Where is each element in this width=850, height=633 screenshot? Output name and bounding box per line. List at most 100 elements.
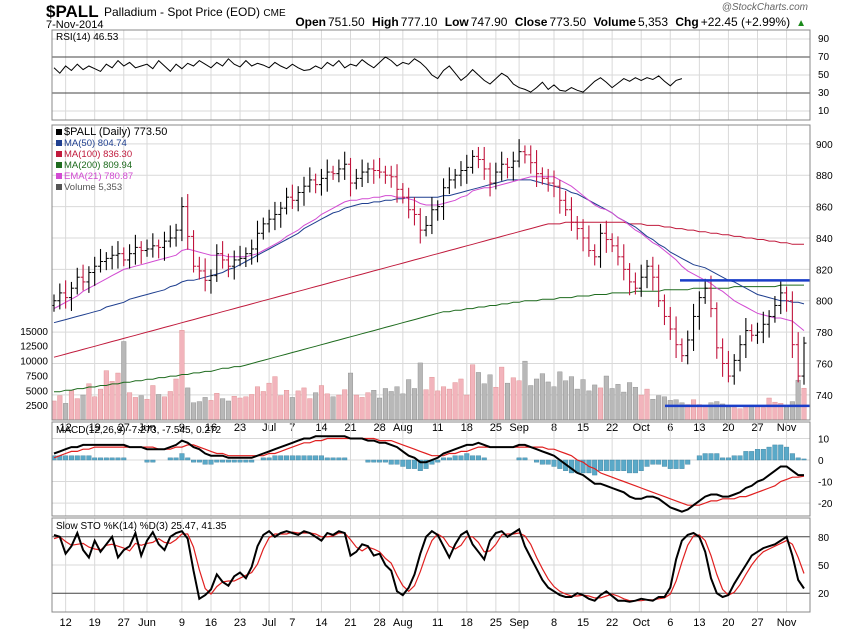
volume-bar [516,380,522,421]
volume-tick-label: 10000 [20,357,48,368]
low-label: Low [444,15,469,29]
volume-bar [150,385,156,421]
volume-bar [208,400,214,421]
sto-x-tick-label: 12 [60,617,72,629]
volume-bar [795,379,801,421]
macd-histogram-bar [627,459,633,474]
sto-x-tick-label: Aug [393,617,413,629]
volume-bar [191,402,197,421]
volume-bar [342,389,348,421]
volume-tick-label: 12500 [20,342,48,353]
volume-bar [586,390,592,421]
volume-label: Volume [593,15,636,29]
macd-histogram-bar [632,459,638,474]
macd-histogram-bar [452,455,458,461]
volume-bar [318,385,324,421]
volume-bar [400,393,406,421]
volume-bar [382,388,388,421]
sto-x-tick-label: Nov [777,617,797,629]
macd-histogram-bar [202,459,208,465]
macd-histogram-bar [98,457,104,461]
macd-histogram-bar [365,459,371,463]
macd-histogram-bar [475,455,481,461]
macd-histogram-bar [714,453,720,461]
macd-histogram-bar [516,457,522,461]
volume-bar [487,374,493,421]
volume-bar [86,383,92,421]
macd-histogram-bar [749,451,755,461]
volume-bar [499,366,505,421]
macd-histogram-bar [225,459,231,463]
volume-bar [266,382,272,421]
legend-entry: Volume 5,353 [64,182,122,193]
high-value: 777.10 [400,15,438,29]
volume-bar [109,381,115,421]
quote-date: 7-Nov-2014 [46,19,104,31]
volume-bar [115,372,121,421]
close-value: 773.50 [549,15,587,29]
legend-entry: EMA(21) 780.87 [64,171,133,182]
macd-histogram-bar [470,455,476,461]
macd-histogram-bar [318,455,324,461]
legend-swatch [56,173,62,179]
volume-bar [330,396,336,421]
legend-swatch [56,129,62,135]
open-value: 751.50 [327,15,365,29]
volume-tick-label: 5000 [26,386,49,397]
sto-x-tick-label: 22 [606,617,618,629]
macd-histogram-bar [731,455,737,461]
volume-bar [627,382,633,421]
macd-histogram-bar [115,457,121,461]
sto-x-tick-label: Jun [138,617,156,629]
volume-bar [452,382,458,421]
volume-bar [475,372,481,421]
ma200-line [54,284,804,393]
volume-bar [365,392,371,421]
macd-tick-label: -20 [818,499,833,510]
macd-histogram-bar [539,459,545,465]
macd-histogram-bar [301,455,307,461]
macd-histogram-bar [795,457,801,461]
volume-tick-label: 15000 [20,327,48,338]
volume-bar [63,403,69,421]
macd-histogram-bar [464,453,470,461]
volume-bar [557,371,563,421]
volume-bar [161,396,167,421]
volume-bar [563,380,569,421]
volume-bar [801,387,807,421]
volume-bar [214,393,220,421]
sto-x-tick-label: 28 [373,617,385,629]
volume-bar [731,407,737,421]
volume-bar [336,394,342,421]
macd-histogram-bar [185,457,191,461]
price-tick-label: 900 [816,140,833,151]
macd-histogram-bar [266,457,272,461]
exchange-label: CME [263,8,286,19]
volume-bar [661,396,667,421]
rsi-tick-label: 30 [818,88,830,99]
macd-histogram-bar [377,459,383,463]
volume-bar [371,390,377,421]
price-tick-label: 820 [816,265,833,276]
volume-bar [702,406,708,421]
volume-bar [621,391,627,421]
macd-histogram-bar [179,453,185,461]
volume-bar [470,364,476,421]
macd-histogram-bar [650,459,656,465]
macd-histogram-bar [772,444,778,461]
macd-histogram-bar [720,457,726,461]
volume-bar [551,386,557,421]
macd-histogram-bar [441,457,447,461]
macd-histogram-bar [196,459,202,463]
macd-histogram-bar [667,459,673,469]
volume-bar [394,386,400,421]
ticker-symbol: $PALL [46,2,99,21]
volume-bar [458,378,464,421]
volume-bar [377,397,383,421]
volume-bar [539,373,545,421]
macd-histogram-bar [621,459,627,471]
volume-bar [545,381,551,421]
macd-histogram-bar [237,459,243,463]
macd-histogram-bar [679,459,685,469]
sto-x-tick-label: Sep [509,617,529,629]
